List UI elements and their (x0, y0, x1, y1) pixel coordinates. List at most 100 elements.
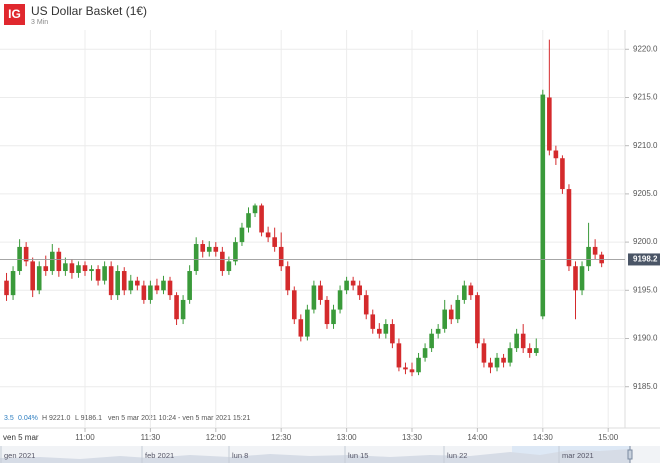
candle-body (82, 265, 88, 272)
info-range: ven 5 mar 2021 10:24 - ven 5 mar 2021 15… (108, 415, 251, 422)
candle-body (448, 309, 454, 320)
candle-body (252, 205, 258, 214)
candle-body (187, 271, 192, 300)
navigator-label: feb 2021 (145, 451, 174, 460)
candle-body (357, 285, 362, 296)
candle-body (108, 266, 114, 296)
candle-body (200, 244, 206, 252)
navigator-label: lun 22 (447, 451, 467, 460)
candle-body (233, 242, 238, 262)
candle-body (442, 309, 447, 329)
candle-body (115, 271, 120, 296)
candle-body (161, 280, 166, 291)
x-tick-label: 11:30 (141, 433, 161, 442)
candle-body (220, 251, 225, 272)
candle-body (278, 246, 284, 267)
info-low: L 9186.1 (75, 415, 102, 422)
candle-body (481, 343, 487, 363)
candle-body (324, 299, 330, 325)
candle-body (337, 290, 343, 310)
y-tick-label: 9190.0 (633, 334, 658, 343)
x-tick-label: 12:00 (206, 433, 227, 442)
candle-body (573, 266, 578, 291)
candle-body (311, 285, 317, 310)
candle-body (383, 324, 389, 334)
candle-body (396, 343, 402, 368)
candle-body (422, 348, 428, 358)
candle-body (533, 348, 539, 353)
candle-body (174, 295, 179, 320)
candle-body (462, 285, 467, 300)
candle-body (56, 251, 62, 272)
y-tick-label: 9200.0 (633, 237, 658, 246)
x-tick-label: 14:30 (533, 433, 554, 442)
current-price-box (628, 253, 660, 266)
navigator-label: mar 2021 (562, 451, 594, 460)
candle-body (350, 280, 356, 286)
candle-body (318, 285, 323, 300)
candle-body (213, 246, 219, 252)
info-change: 3.5 (4, 415, 14, 422)
candle-body (43, 266, 49, 272)
candle-body (167, 280, 173, 296)
candle-body (30, 261, 35, 291)
y-tick-label: 9205.0 (633, 189, 658, 198)
x-tick-label: 14:00 (467, 433, 488, 442)
candle-body (193, 244, 199, 272)
candle-body (403, 367, 408, 370)
candle-body (226, 261, 232, 272)
candle-body (527, 348, 533, 353)
candle-body (586, 246, 591, 267)
candle-body (148, 285, 153, 300)
candle-body (76, 265, 81, 273)
candle-body (344, 280, 349, 291)
candle-body (377, 328, 382, 334)
candle-body (4, 280, 9, 296)
navigator-handle (627, 449, 633, 460)
candle-body (455, 299, 461, 320)
x-tick-label: 15:00 (598, 433, 619, 442)
candle-body (553, 150, 559, 159)
candle-body (95, 269, 101, 281)
candle-body (180, 299, 186, 320)
navigator-label: gen 2021 (4, 451, 35, 460)
y-tick-label: 9185.0 (633, 382, 658, 391)
x-tick-label: 11:00 (75, 433, 95, 442)
candle-body (285, 266, 291, 291)
x-tick-label: 13:30 (402, 433, 423, 442)
candle-body (272, 237, 277, 247)
candle-body (298, 319, 304, 337)
candle-body (246, 213, 251, 228)
candle-body (560, 158, 565, 190)
candle-body (363, 295, 369, 315)
candle-body (102, 266, 107, 281)
candle-body (305, 309, 310, 337)
candle-body (89, 269, 94, 272)
logo-box (4, 4, 25, 25)
candle-body (514, 333, 519, 349)
candle-body (579, 266, 585, 291)
candle-body (23, 246, 29, 262)
candle-body (141, 285, 147, 300)
navigator-label: lun 8 (232, 451, 248, 460)
current-price-label: 9198.2 (633, 255, 658, 264)
candle-body (416, 357, 421, 373)
candle-body (259, 205, 264, 233)
candle-body (475, 295, 480, 344)
candle-body (370, 314, 376, 329)
candle-body (239, 227, 245, 243)
candle-body (547, 97, 552, 151)
candle-body (390, 324, 395, 344)
y-tick-label: 9195.0 (633, 285, 658, 294)
candle-body (17, 246, 22, 272)
candle-body (36, 266, 42, 291)
candle-body (429, 333, 434, 349)
candle-body (409, 369, 415, 373)
candle-body (128, 280, 134, 291)
chart-subtitle: 3 Min (31, 19, 48, 26)
candle-body (121, 271, 127, 291)
candle-body (494, 357, 500, 368)
candle-body (540, 94, 546, 317)
